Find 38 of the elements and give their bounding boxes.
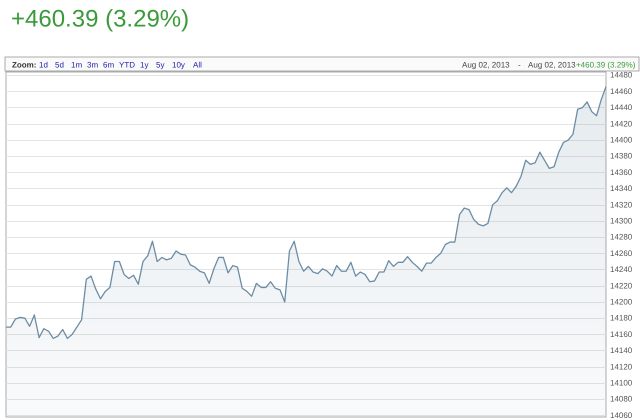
text: 10y: [172, 60, 185, 70]
text: 1d: [39, 60, 48, 70]
chart-title: +460.39 (3.29%): [11, 6, 190, 32]
text: 5d: [55, 60, 64, 70]
text: -: [518, 60, 521, 70]
y-tick-label: 14320: [610, 200, 633, 210]
text: 5y: [156, 60, 164, 70]
y-tick-label: 14080: [610, 394, 633, 404]
y-tick-label: 14460: [610, 86, 633, 96]
y-tick-label: 14400: [610, 136, 633, 145]
text: 1m: [71, 60, 82, 70]
text: 1y: [140, 60, 148, 70]
y-tick-label: 14280: [610, 232, 633, 242]
text: Aug 02, 2013: [528, 60, 576, 70]
y-tick-label: 14180: [610, 314, 633, 323]
y-tick-label: 14120: [610, 362, 633, 372]
text: Aug 02, 2013: [462, 60, 510, 70]
y-tick-label: 14100: [610, 378, 633, 388]
y-tick-label: 14480: [610, 70, 633, 80]
y-tick-label: 14200: [610, 298, 633, 306]
text: +460.39 (3.29%): [576, 60, 636, 70]
text: All: [193, 60, 202, 70]
y-tick-label: 14220: [610, 281, 633, 290]
text: YTD: [119, 60, 136, 70]
y-tick-label: 14160: [610, 330, 633, 339]
y-tick-label: 14300: [610, 216, 633, 226]
y-tick-label: 14260: [610, 248, 633, 258]
y-tick-label: 14060: [610, 410, 633, 420]
text: 6m: [103, 60, 114, 70]
y-tick-label: 14380: [610, 152, 633, 161]
y-tick-label: 14420: [610, 119, 633, 128]
y-tick-label: 14360: [610, 168, 633, 177]
y-tick-label: 14240: [610, 265, 633, 274]
text: Zoom:: [12, 60, 36, 70]
y-tick-label: 14140: [610, 346, 633, 356]
y-tick-label: 14340: [610, 184, 633, 194]
text: 3m: [87, 60, 98, 70]
y-tick-label: 14440: [610, 103, 633, 112]
